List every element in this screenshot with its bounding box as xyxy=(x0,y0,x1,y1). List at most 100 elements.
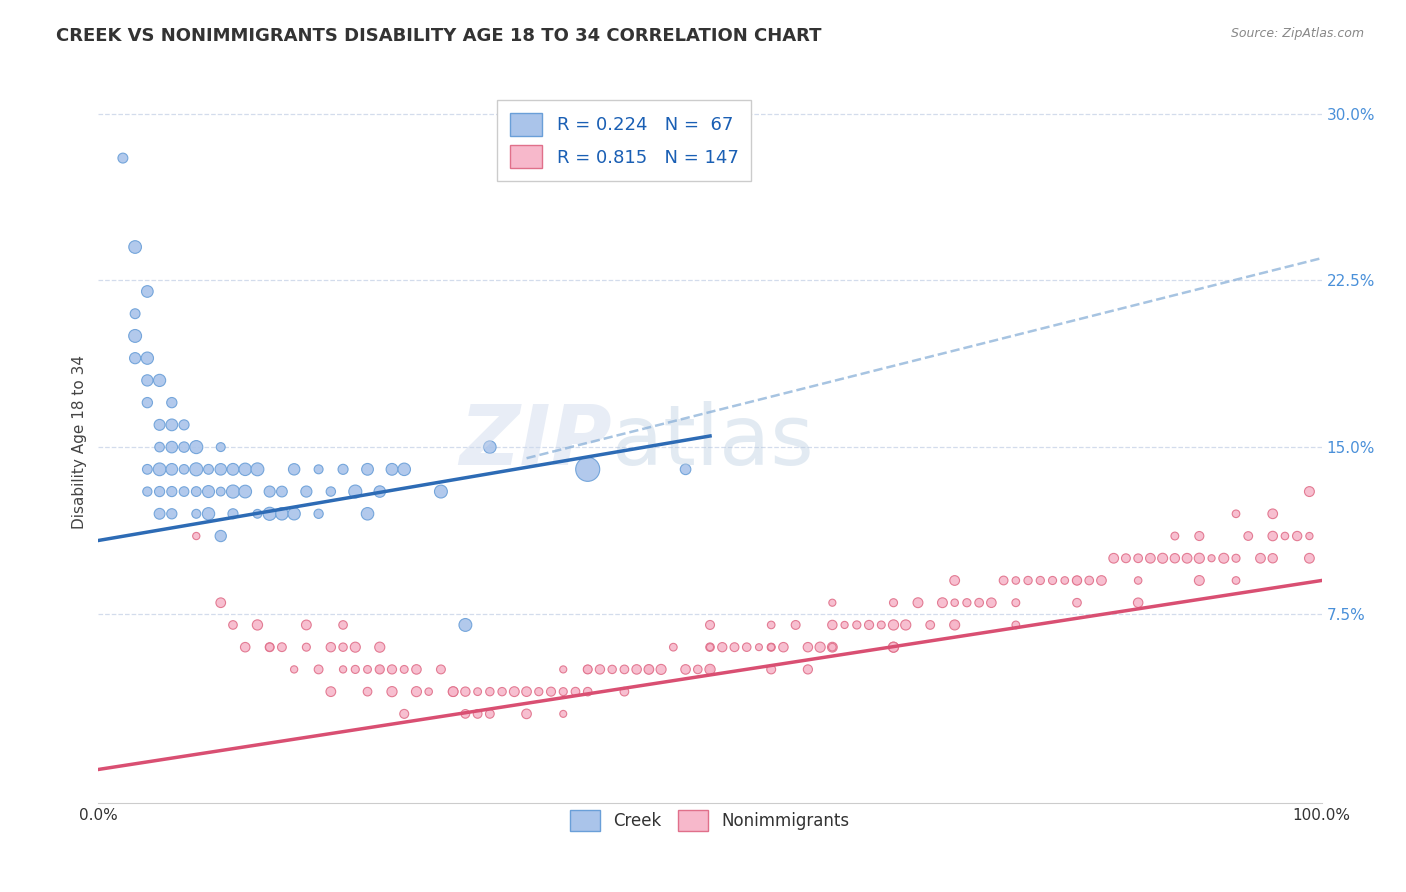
Point xyxy=(1298,484,1320,499)
Point xyxy=(454,706,477,721)
Point xyxy=(259,484,281,499)
Point xyxy=(1164,551,1187,566)
Point xyxy=(124,240,146,254)
Point xyxy=(430,484,453,499)
Point xyxy=(883,640,905,655)
Point xyxy=(675,662,697,676)
Point xyxy=(454,684,477,698)
Point xyxy=(1164,529,1187,543)
Point xyxy=(259,507,281,521)
Point xyxy=(319,640,342,655)
Point xyxy=(1139,551,1161,566)
Point xyxy=(405,662,427,676)
Point xyxy=(381,662,404,676)
Point xyxy=(283,662,305,676)
Point xyxy=(259,640,281,655)
Point xyxy=(600,662,623,676)
Point xyxy=(1225,551,1247,566)
Point xyxy=(748,640,770,655)
Point xyxy=(233,640,256,655)
Point xyxy=(576,662,599,676)
Point xyxy=(160,507,183,521)
Point xyxy=(136,285,159,299)
Point xyxy=(761,662,783,676)
Point xyxy=(931,596,953,610)
Point xyxy=(270,484,294,499)
Point xyxy=(1128,574,1150,588)
Point xyxy=(405,684,427,698)
Point xyxy=(772,640,794,655)
Point xyxy=(943,574,966,588)
Point xyxy=(650,662,672,676)
Point xyxy=(527,684,550,698)
Point xyxy=(883,596,905,610)
Point xyxy=(883,618,905,632)
Point xyxy=(295,484,318,499)
Point xyxy=(1004,574,1026,588)
Point xyxy=(1066,574,1088,588)
Point xyxy=(173,484,195,499)
Point xyxy=(124,351,146,366)
Point xyxy=(515,684,537,698)
Point xyxy=(149,373,172,387)
Point xyxy=(283,462,305,476)
Point xyxy=(270,640,294,655)
Point xyxy=(699,640,721,655)
Point xyxy=(295,618,318,632)
Point xyxy=(124,307,146,321)
Point xyxy=(246,618,269,632)
Point xyxy=(136,395,159,409)
Point xyxy=(332,640,354,655)
Point xyxy=(1066,596,1088,610)
Point xyxy=(894,618,917,632)
Point xyxy=(308,462,330,476)
Point xyxy=(993,574,1015,588)
Point xyxy=(173,417,195,432)
Point xyxy=(626,662,648,676)
Point xyxy=(381,462,404,476)
Point xyxy=(821,640,844,655)
Point xyxy=(980,596,1002,610)
Point xyxy=(149,462,172,476)
Point xyxy=(675,462,697,476)
Point xyxy=(1201,551,1223,566)
Point xyxy=(467,706,489,721)
Point xyxy=(943,596,966,610)
Point xyxy=(124,329,146,343)
Point xyxy=(1249,551,1271,566)
Point xyxy=(1102,551,1125,566)
Point xyxy=(808,640,831,655)
Text: ZIP: ZIP xyxy=(460,401,612,482)
Point xyxy=(136,351,159,366)
Point xyxy=(699,618,721,632)
Point xyxy=(515,706,537,721)
Point xyxy=(381,684,404,698)
Point xyxy=(149,440,172,454)
Point xyxy=(259,640,281,655)
Point xyxy=(553,662,575,676)
Point xyxy=(1286,529,1309,543)
Point xyxy=(735,640,758,655)
Point xyxy=(1298,529,1320,543)
Point xyxy=(662,640,685,655)
Point xyxy=(711,640,734,655)
Point xyxy=(797,662,820,676)
Point xyxy=(454,618,477,632)
Point xyxy=(920,618,942,632)
Point xyxy=(356,662,378,676)
Point xyxy=(478,440,501,454)
Point xyxy=(564,684,586,698)
Point xyxy=(368,662,391,676)
Point xyxy=(136,462,159,476)
Point xyxy=(136,373,159,387)
Point xyxy=(1078,574,1101,588)
Point xyxy=(246,507,269,521)
Point xyxy=(197,507,219,521)
Point xyxy=(637,662,661,676)
Point xyxy=(441,684,464,698)
Point xyxy=(246,462,269,476)
Point xyxy=(222,618,245,632)
Point xyxy=(356,462,378,476)
Point xyxy=(173,440,195,454)
Point xyxy=(197,462,219,476)
